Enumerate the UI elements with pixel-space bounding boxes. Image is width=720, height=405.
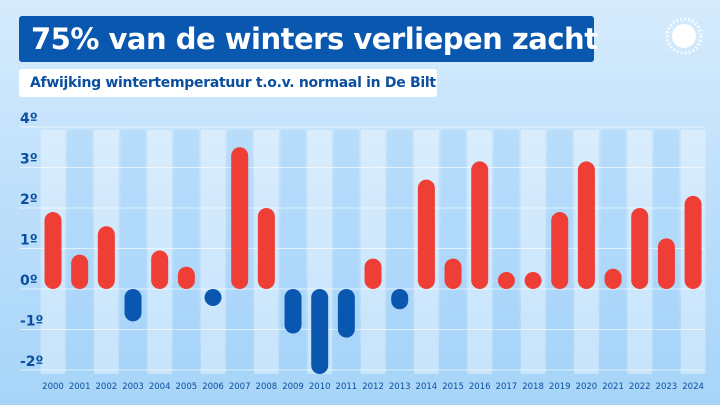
bar-2021 <box>604 268 622 289</box>
bar-2009 <box>284 289 302 334</box>
bar-2001 <box>71 254 89 289</box>
x-tick-label: 2018 <box>522 382 544 392</box>
x-tick-label: 2003 <box>122 382 144 392</box>
bar-2005 <box>177 266 195 289</box>
sun-logo-icon <box>665 17 703 55</box>
y-tick-label: 0º <box>20 273 38 289</box>
column-band <box>387 130 413 374</box>
x-tick-label: 2008 <box>256 382 278 392</box>
x-tick-label: 2019 <box>549 382 571 392</box>
x-tick-label: 2014 <box>416 382 438 392</box>
column-band <box>600 130 626 374</box>
bar-2004 <box>151 250 169 289</box>
bar-2013 <box>391 289 409 310</box>
x-tick-label: 2022 <box>629 382 651 392</box>
bar-2006 <box>204 289 222 306</box>
column-band <box>440 130 466 374</box>
bar-2015 <box>444 258 462 289</box>
column-band <box>520 130 546 374</box>
bar-2023 <box>657 238 675 289</box>
x-tick-label: 2015 <box>442 382 464 392</box>
y-tick-label: 3º <box>20 152 38 168</box>
x-tick-label: 2013 <box>389 382 411 392</box>
x-tick-label: 2021 <box>602 382 624 392</box>
bar-2016 <box>471 161 489 289</box>
bar-2020 <box>577 161 595 289</box>
bar-2012 <box>364 258 382 289</box>
x-tick-label: 2023 <box>656 382 678 392</box>
column-band <box>494 130 519 374</box>
y-tick-label: 4º <box>20 111 38 127</box>
bar-2017 <box>497 272 515 289</box>
x-tick-label: 2007 <box>229 382 251 392</box>
x-tick-label: 2024 <box>682 382 704 392</box>
x-tick-label: 2010 <box>309 382 331 392</box>
chart-title: 75% van de winters verliepen zacht <box>19 16 598 62</box>
x-tick-label: 2016 <box>469 382 491 392</box>
bar-2024 <box>684 195 702 289</box>
column-band <box>174 130 199 374</box>
bar-2003 <box>124 289 142 322</box>
x-tick-label: 2011 <box>336 382 358 392</box>
y-tick-label: -2º <box>20 354 44 370</box>
x-tick-label: 2001 <box>69 382 91 392</box>
bar-2011 <box>337 289 355 338</box>
x-tick-label: 2009 <box>282 382 304 392</box>
x-tick-label: 2006 <box>202 382 224 392</box>
column-band <box>120 130 146 374</box>
y-tick-label: 2º <box>20 192 38 208</box>
y-tick-label: 1º <box>20 233 38 249</box>
x-tick-label: 2012 <box>362 382 384 392</box>
x-tick-label: 2020 <box>576 382 598 392</box>
column-band <box>360 130 386 374</box>
bar-2022 <box>631 208 649 289</box>
bar-2007 <box>231 147 249 289</box>
column-band <box>280 130 306 374</box>
x-tick-label: 2005 <box>176 382 198 392</box>
bar-2019 <box>551 212 569 289</box>
bar-2002 <box>97 226 115 289</box>
bar-2000 <box>44 212 62 289</box>
bar-2010 <box>311 289 329 375</box>
x-tick-label: 2004 <box>149 382 171 392</box>
x-tick-label: 2000 <box>42 382 64 392</box>
y-tick-label: -1º <box>20 314 44 330</box>
bar-2008 <box>257 208 275 289</box>
chart-subtitle: Afwijking wintertemperatuur t.o.v. norma… <box>19 69 437 97</box>
bar-2014 <box>417 179 435 289</box>
column-band <box>200 130 226 374</box>
x-tick-label: 2017 <box>496 382 518 392</box>
x-tick-label: 2002 <box>96 382 118 392</box>
bar-2018 <box>524 272 542 289</box>
column-band <box>67 130 93 374</box>
